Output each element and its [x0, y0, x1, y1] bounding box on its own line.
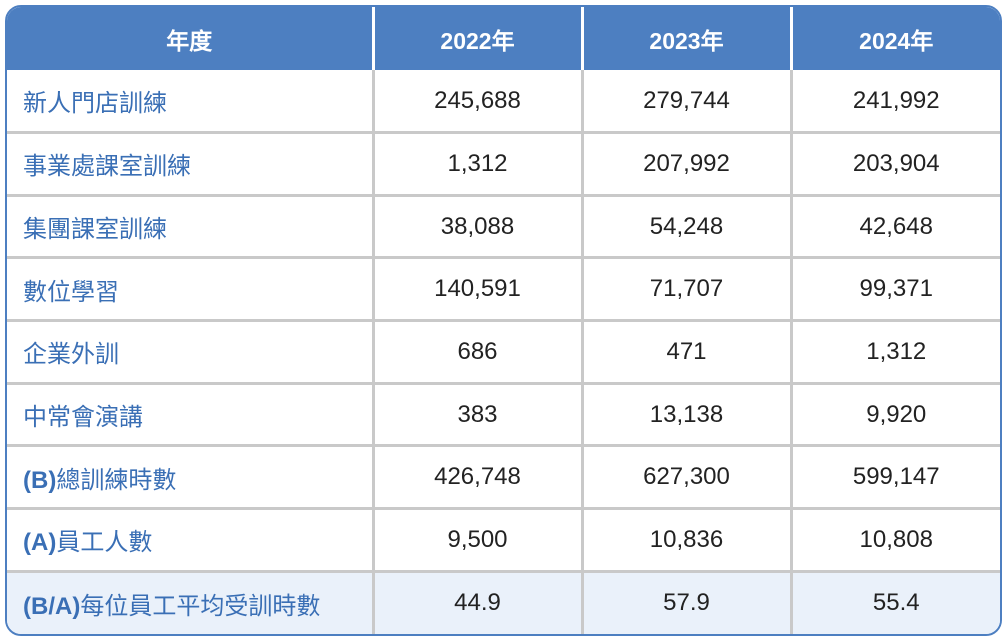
header-row: 年度 2022年 2023年 2024年: [7, 7, 1000, 70]
cell-value: 99,371: [789, 256, 1000, 321]
cell-value: 686: [371, 319, 582, 384]
row-label: 數位學習: [7, 256, 373, 321]
cell-value: 383: [371, 381, 582, 446]
table-row: 集團課室訓練 38,088 54,248 42,648: [7, 193, 1000, 258]
row-label-prefix: (A): [23, 529, 57, 557]
header-2023: 2023年: [580, 7, 791, 70]
table-row: (B)總訓練時數 426,748 627,300 599,147: [7, 444, 1000, 509]
cell-value: 38,088: [371, 193, 582, 258]
row-label: (A)員工人數: [7, 507, 373, 572]
table-row-average: (B/A)每位員工平均受訓時數 44.9 57.9 55.4: [7, 569, 1000, 634]
cell-value: 245,688: [371, 70, 582, 133]
table-row: 中常會演講 383 13,138 9,920: [7, 381, 1000, 446]
cell-value: 55.4: [789, 569, 1000, 634]
cell-value: 1,312: [789, 319, 1000, 384]
row-label: 中常會演講: [7, 381, 373, 446]
cell-value: 44.9: [371, 569, 582, 634]
cell-value: 10,836: [580, 507, 791, 572]
cell-value: 57.9: [580, 569, 791, 634]
cell-value: 9,920: [789, 381, 1000, 446]
row-label-prefix: (B/A): [23, 592, 81, 620]
cell-value: 471: [580, 319, 791, 384]
cell-value: 140,591: [371, 256, 582, 321]
data-table: 年度 2022年 2023年 2024年 新人門店訓練 245,688 279,…: [7, 7, 1000, 634]
table-row: 企業外訓 686 471 1,312: [7, 319, 1000, 384]
row-label: 新人門店訓練: [23, 90, 167, 118]
cell-value: 71,707: [580, 256, 791, 321]
row-label-prefix: (B): [23, 466, 57, 494]
row-label-text: 每位員工平均受訓時數: [80, 592, 321, 620]
cell-value: 599,147: [789, 444, 1000, 509]
table-row: (A)員工人數 9,500 10,836 10,808: [7, 507, 1000, 572]
cell-value: 42,648: [789, 193, 1000, 258]
cell-value: 54,248: [580, 193, 791, 258]
training-hours-table: 年度 2022年 2023年 2024年 新人門店訓練 245,688 279,…: [5, 5, 1002, 636]
table-row: 數位學習 140,591 71,707 99,371: [7, 256, 1000, 321]
table-row: 新人門店訓練 245,688 279,744 241,992: [7, 70, 1000, 133]
row-label: 事業處課室訓練: [7, 131, 373, 196]
cell-value: 207,992: [580, 131, 791, 196]
cell-value: 9,500: [371, 507, 582, 572]
cell-value: 13,138: [580, 381, 791, 446]
cell-value: 203,904: [789, 131, 1000, 196]
cell-value: 1,312: [371, 131, 582, 196]
row-label-text: 總訓練時數: [56, 466, 177, 494]
header-2022: 2022年: [371, 7, 582, 70]
cell-value: 241,992: [789, 70, 1000, 133]
table-row: 事業處課室訓練 1,312 207,992 203,904: [7, 131, 1000, 196]
header-2024: 2024年: [789, 7, 1000, 70]
cell-value: 279,744: [580, 70, 791, 133]
cell-value: 426,748: [371, 444, 582, 509]
row-label: (B)總訓練時數: [7, 444, 373, 509]
cell-value: 627,300: [580, 444, 791, 509]
cell-value: 10,808: [789, 507, 1000, 572]
row-label: (B/A)每位員工平均受訓時數: [7, 569, 373, 634]
header-year-label: 年度: [7, 7, 373, 70]
row-label-text: 員工人數: [56, 529, 153, 557]
row-label: 集團課室訓練: [7, 193, 373, 258]
row-label: 企業外訓: [7, 319, 373, 384]
